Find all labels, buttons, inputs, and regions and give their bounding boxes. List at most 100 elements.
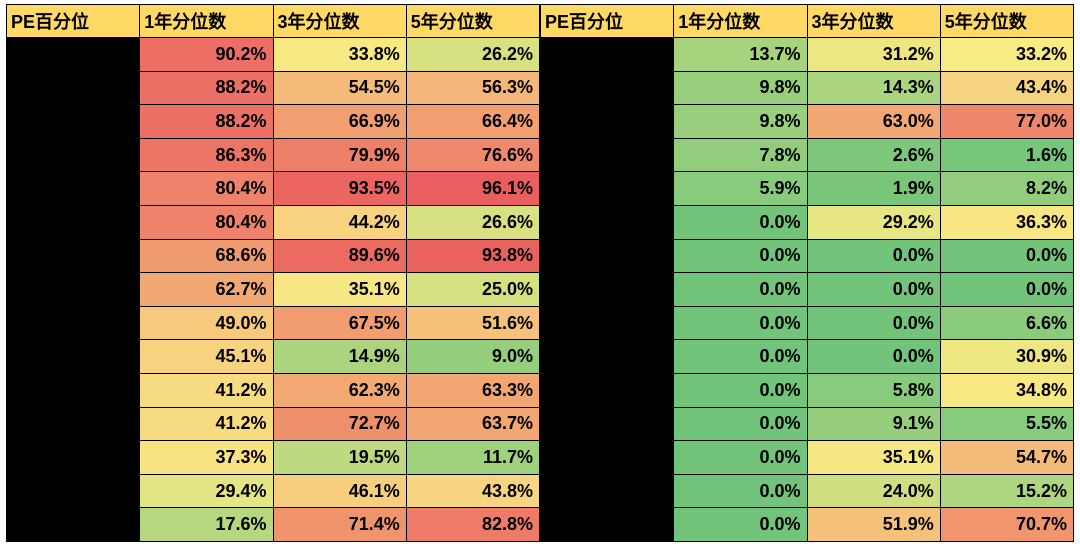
table-row: 45.1%14.9%9.0% [7,340,540,374]
cell-y3: 35.1% [807,441,940,475]
right-body: 13.7%31.2%33.2%9.8%14.3%43.4%9.8%63.0%77… [541,38,1074,542]
cell-y5: 82.8% [406,508,539,542]
cell-y1: 0.0% [674,407,807,441]
cell-y3: 14.9% [273,340,406,374]
cell-y1: 41.2% [140,407,273,441]
row-label [7,38,140,72]
table-row: 0.0%29.2%36.3% [541,205,1074,239]
cell-y3: 1.9% [807,172,940,206]
row-label [7,474,140,508]
cell-y5: 33.2% [940,38,1073,72]
row-label [541,71,674,105]
cell-y5: 54.7% [940,441,1073,475]
table-row: 9.8%63.0%77.0% [541,105,1074,139]
row-label [7,138,140,172]
table-row: 88.2%66.9%66.4% [7,105,540,139]
cell-y1: 68.6% [140,239,273,273]
cell-y1: 5.9% [674,172,807,206]
cell-y1: 9.8% [674,105,807,139]
cell-y1: 45.1% [140,340,273,374]
table-row: 0.0%24.0%15.2% [541,474,1074,508]
pe-table-left: PE百分位 1年分位数 3年分位数 5年分位数 90.2%33.8%26.2%8… [6,4,540,542]
cell-y1: 80.4% [140,172,273,206]
table-row: 0.0%0.0%6.6% [541,306,1074,340]
cell-y1: 90.2% [140,38,273,72]
cell-y5: 8.2% [940,172,1073,206]
cell-y5: 36.3% [940,205,1073,239]
row-label [7,508,140,542]
row-label [541,474,674,508]
col-label: PE百分位 [7,5,140,38]
cell-y3: 71.4% [273,508,406,542]
row-label [541,373,674,407]
col-3y: 3年分位数 [807,5,940,38]
row-label [541,508,674,542]
cell-y3: 2.6% [807,138,940,172]
table-wrap: PE百分位 1年分位数 3年分位数 5年分位数 90.2%33.8%26.2%8… [0,0,1080,546]
row-label [7,407,140,441]
cell-y1: 9.8% [674,71,807,105]
cell-y5: 76.6% [406,138,539,172]
cell-y5: 66.4% [406,105,539,139]
row-label [541,306,674,340]
cell-y1: 0.0% [674,205,807,239]
cell-y1: 86.3% [140,138,273,172]
cell-y5: 26.6% [406,205,539,239]
left-body: 90.2%33.8%26.2%88.2%54.5%56.3%88.2%66.9%… [7,38,540,542]
cell-y1: 88.2% [140,105,273,139]
cell-y3: 0.0% [807,340,940,374]
cell-y5: 96.1% [406,172,539,206]
cell-y3: 31.2% [807,38,940,72]
cell-y1: 13.7% [674,38,807,72]
header-row: PE百分位 1年分位数 3年分位数 5年分位数 [541,5,1074,38]
cell-y1: 0.0% [674,373,807,407]
row-label [541,441,674,475]
cell-y1: 37.3% [140,441,273,475]
table-row: 88.2%54.5%56.3% [7,71,540,105]
cell-y3: 33.8% [273,38,406,72]
col-5y: 5年分位数 [406,5,539,38]
cell-y5: 9.0% [406,340,539,374]
cell-y5: 63.3% [406,373,539,407]
row-label [7,441,140,475]
cell-y5: 6.6% [940,306,1073,340]
row-label [541,105,674,139]
col-5y: 5年分位数 [940,5,1073,38]
cell-y3: 51.9% [807,508,940,542]
table-row: 9.8%14.3%43.4% [541,71,1074,105]
row-label [541,172,674,206]
row-label [7,373,140,407]
table-row: 90.2%33.8%26.2% [7,38,540,72]
table-row: 0.0%0.0%0.0% [541,273,1074,307]
cell-y3: 44.2% [273,205,406,239]
cell-y1: 0.0% [674,273,807,307]
table-row: 80.4%93.5%96.1% [7,172,540,206]
cell-y3: 14.3% [807,71,940,105]
cell-y3: 29.2% [807,205,940,239]
row-label [7,71,140,105]
row-label [541,407,674,441]
cell-y5: 56.3% [406,71,539,105]
table-row: 0.0%51.9%70.7% [541,508,1074,542]
cell-y5: 43.8% [406,474,539,508]
table-row: 0.0%35.1%54.7% [541,441,1074,475]
cell-y1: 0.0% [674,474,807,508]
cell-y1: 62.7% [140,273,273,307]
row-label [7,340,140,374]
row-label [541,239,674,273]
cell-y5: 63.7% [406,407,539,441]
table-row: 68.6%89.6%93.8% [7,239,540,273]
cell-y3: 62.3% [273,373,406,407]
cell-y5: 43.4% [940,71,1073,105]
table-row: 80.4%44.2%26.6% [7,205,540,239]
cell-y1: 41.2% [140,373,273,407]
cell-y3: 0.0% [807,239,940,273]
table-row: 41.2%62.3%63.3% [7,373,540,407]
cell-y1: 7.8% [674,138,807,172]
cell-y3: 66.9% [273,105,406,139]
header-row: PE百分位 1年分位数 3年分位数 5年分位数 [7,5,540,38]
cell-y1: 0.0% [674,239,807,273]
table-row: 0.0%5.8%34.8% [541,373,1074,407]
cell-y1: 0.0% [674,441,807,475]
cell-y5: 15.2% [940,474,1073,508]
